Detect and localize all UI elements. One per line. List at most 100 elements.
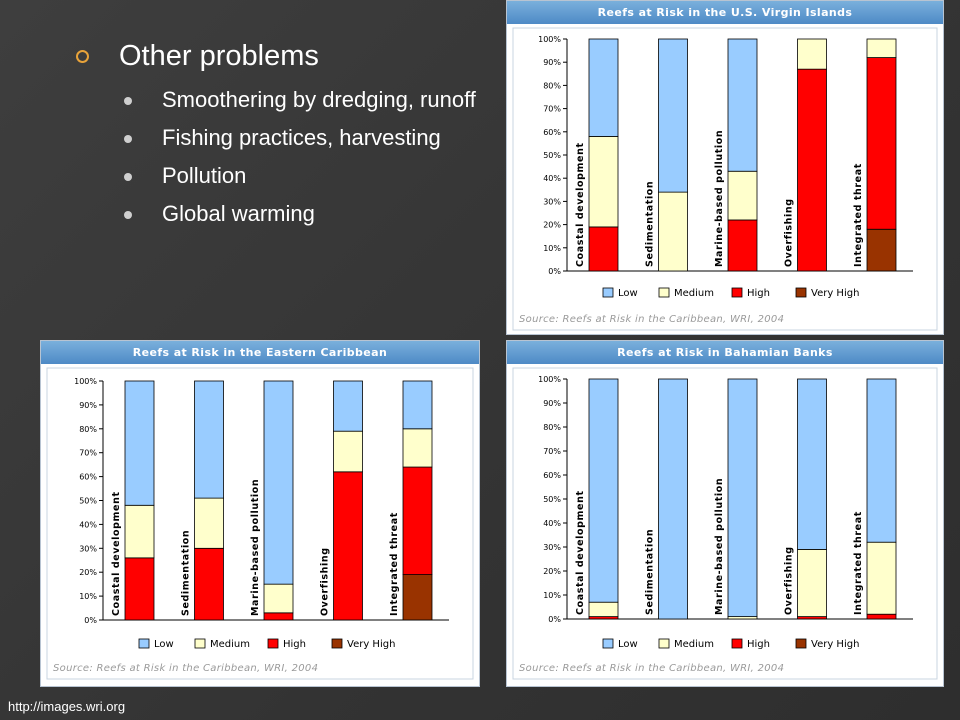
- bar-segment-low: [658, 38, 688, 193]
- category-label: Overfishing: [784, 198, 795, 267]
- heading-text: Other problems: [119, 40, 319, 72]
- y-tick-label: 30%: [543, 197, 561, 206]
- bar-segment-medium: [797, 38, 827, 70]
- legend-swatch: [795, 638, 807, 649]
- y-tick-label: 50%: [79, 497, 97, 506]
- bar-segment-high: [263, 612, 294, 621]
- legend-swatch: [267, 638, 279, 649]
- chart-title: Reefs at Risk in the Eastern Caribbean: [41, 341, 479, 364]
- bar-segment-high: [194, 547, 224, 621]
- category-label: Marine-based pollution: [714, 478, 725, 615]
- chart-panel-virgin-islands: Reefs at Risk in the U.S. Virgin Islands…: [506, 0, 944, 335]
- y-tick-label: 40%: [79, 520, 97, 529]
- y-tick-label: 50%: [543, 151, 561, 160]
- bar-segment-low: [658, 378, 688, 620]
- bar-segment-high: [333, 471, 363, 621]
- bar-segment-high: [124, 557, 155, 621]
- y-tick-label: 60%: [543, 471, 561, 480]
- bar-segment-low: [866, 378, 897, 543]
- y-tick-label: 70%: [79, 449, 97, 458]
- y-tick-label: 10%: [79, 592, 97, 601]
- chart-svg: 0% 10% 20% 30% 40% 50% 60% 70% 80% 90% 100% Coastal…: [512, 27, 938, 331]
- legend-swatch: [658, 287, 670, 298]
- bullet-item: Global warming: [122, 199, 496, 229]
- legend-label: Very High: [811, 288, 859, 299]
- bullet-dot-icon: [124, 173, 132, 181]
- bar-segment-high: [797, 68, 827, 272]
- bar-segment-high: [727, 219, 758, 272]
- bullet-dot-icon: [124, 211, 132, 219]
- y-tick-label: 0%: [548, 267, 561, 276]
- bullet-dot-icon: [124, 135, 132, 143]
- bar-segment-high: [866, 57, 897, 230]
- bar-segment-medium: [727, 170, 758, 221]
- y-tick-label: 80%: [79, 425, 97, 434]
- legend-label: High: [283, 639, 306, 650]
- legend-label: Very High: [347, 639, 395, 650]
- legend-swatch: [658, 638, 670, 649]
- bar-segment-medium: [263, 583, 294, 614]
- bar-segment-low: [588, 378, 619, 603]
- bar-segment-high: [866, 613, 897, 620]
- y-tick-label: 20%: [79, 568, 97, 577]
- bar-segment-medium: [866, 541, 897, 615]
- bar-segment-very-high: [402, 574, 433, 621]
- y-tick-label: 20%: [543, 567, 561, 576]
- bar-segment-low: [402, 380, 433, 430]
- category-label: Integrated threat: [853, 163, 864, 267]
- chart-frame: [46, 367, 474, 680]
- category-label: Integrated threat: [389, 512, 400, 616]
- y-tick-label: 100%: [538, 35, 561, 44]
- legend-label: Low: [154, 639, 174, 650]
- y-tick-label: 100%: [74, 377, 97, 386]
- chart-frame: [512, 27, 938, 331]
- category-label: Coastal development: [111, 491, 122, 616]
- y-tick-label: 10%: [543, 244, 561, 253]
- chart-panel-eastern-caribbean: Reefs at Risk in the Eastern Caribbean 0…: [40, 340, 480, 687]
- category-label: Overfishing: [784, 546, 795, 615]
- bar-segment-medium: [588, 601, 619, 617]
- legend-swatch: [731, 638, 743, 649]
- y-tick-label: 90%: [543, 58, 561, 67]
- legend-label: Medium: [210, 639, 250, 650]
- legend-swatch: [138, 638, 150, 649]
- legend-swatch: [795, 287, 807, 298]
- bullet-item: Pollution: [122, 161, 496, 191]
- y-tick-label: 90%: [79, 401, 97, 410]
- y-tick-label: 80%: [543, 81, 561, 90]
- category-label: Coastal development: [575, 490, 586, 615]
- legend-label: High: [747, 639, 770, 650]
- bar-segment-medium: [658, 191, 688, 272]
- bar-segment-medium: [588, 136, 619, 228]
- y-tick-label: 40%: [543, 174, 561, 183]
- ring-bullet-icon: [76, 50, 89, 63]
- y-tick-label: 0%: [84, 616, 97, 625]
- legend-label: Medium: [674, 288, 714, 299]
- bar-segment-low: [588, 38, 619, 137]
- bar-segment-low: [797, 378, 827, 550]
- bullet-item: Fishing practices, harvesting: [122, 123, 496, 153]
- slide-heading: Other problems: [76, 40, 496, 73]
- y-tick-label: 20%: [543, 221, 561, 230]
- y-tick-label: 90%: [543, 399, 561, 408]
- bar-segment-medium: [194, 497, 224, 549]
- chart-source: Source: Reefs at Risk in the Caribbean, …: [519, 314, 784, 325]
- legend-label: Very High: [811, 639, 859, 650]
- bar-segment-medium: [333, 430, 363, 473]
- bar-segment-low: [727, 378, 758, 618]
- slide-text: Other problems Smoothering by dredging, …: [76, 40, 496, 237]
- bar-segment-low: [124, 380, 155, 506]
- category-label: Marine-based pollution: [250, 479, 261, 616]
- category-label: Overfishing: [320, 547, 331, 616]
- legend-label: Medium: [674, 639, 714, 650]
- y-tick-label: 30%: [543, 543, 561, 552]
- category-label: Integrated threat: [853, 511, 864, 615]
- y-tick-label: 30%: [79, 544, 97, 553]
- legend-label: High: [747, 288, 770, 299]
- legend-label: Low: [618, 288, 638, 299]
- bar-segment-low: [263, 380, 294, 585]
- y-tick-label: 60%: [543, 128, 561, 137]
- y-tick-label: 10%: [543, 591, 561, 600]
- y-tick-label: 100%: [538, 375, 561, 384]
- bullet-list: Smoothering by dredging, runoff Fishing …: [76, 85, 496, 229]
